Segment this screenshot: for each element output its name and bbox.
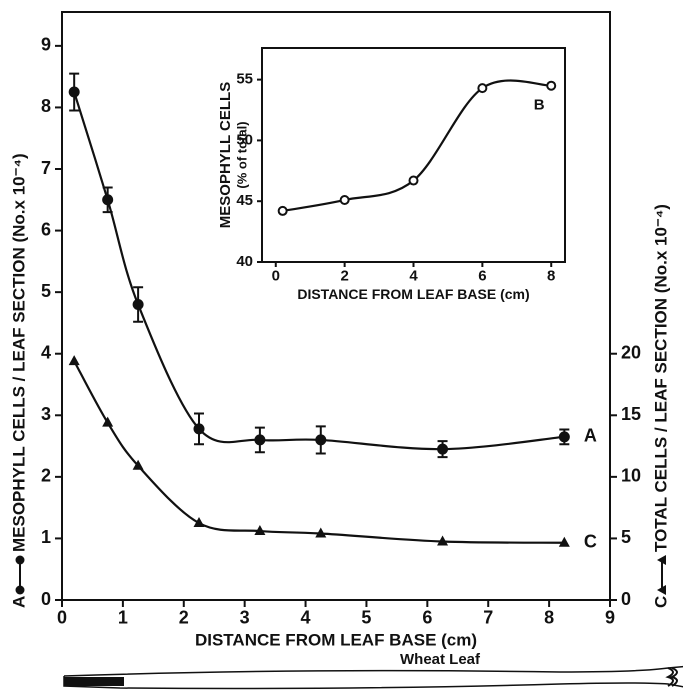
series-name: A	[584, 426, 597, 446]
point-marker	[437, 443, 449, 455]
x-tick-label: 5	[361, 607, 371, 627]
series-line	[282, 79, 552, 213]
x-tick-label: 4	[409, 268, 418, 285]
legend-marker	[657, 555, 666, 565]
y-tick-label: 7	[41, 158, 51, 178]
y-tick-label: 4	[41, 342, 51, 362]
y-tick-label: 9	[41, 35, 51, 55]
triangle-marker	[132, 459, 144, 470]
triangle-marker	[315, 527, 327, 538]
series-name: C	[584, 531, 597, 551]
x-tick-label: 0	[272, 268, 280, 285]
triangle-marker	[193, 517, 205, 528]
y-tick-label: 50	[236, 131, 253, 148]
y-tick-label: 55	[236, 71, 253, 88]
point-marker	[339, 194, 350, 205]
y-tick-label: 3	[41, 404, 51, 424]
leaf-label: Wheat Leaf	[400, 651, 481, 668]
point-marker	[254, 434, 266, 446]
legend-marker	[657, 585, 666, 595]
y2-axis-label: TOTAL CELLS / LEAF SECTION (No.x 10⁻⁴)	[651, 204, 670, 552]
legend-name: A	[9, 596, 28, 608]
y2-axis-label-group: C TOTAL CELLS / LEAF SECTION (No.x 10⁻⁴)	[651, 204, 670, 608]
triangle-marker	[68, 355, 80, 366]
x-tick-label: 8	[547, 268, 555, 285]
y-axis-label: MESOPHYLL CELLS / LEAF SECTION (No.x 10⁻…	[9, 153, 28, 552]
point-marker	[315, 434, 327, 446]
x-tick-label: 6	[422, 607, 432, 627]
triangle-marker	[558, 536, 570, 547]
point-marker	[558, 431, 570, 443]
legend-marker	[15, 555, 25, 565]
point-marker	[408, 175, 419, 186]
y-axis-label: (% of total)	[234, 121, 249, 188]
point-marker	[477, 83, 488, 94]
x-tick-label: 0	[57, 607, 67, 627]
x-tick-label: 7	[483, 607, 493, 627]
y-tick-label: 0	[41, 589, 51, 609]
series-line	[73, 91, 565, 451]
y-tick-label: 8	[41, 96, 51, 116]
triangle-marker	[254, 525, 266, 536]
x-tick-label: 6	[478, 268, 486, 285]
y-tick-label: 1	[41, 527, 51, 547]
inset-y-label-group: MESOPHYLL CELLS (% of total)	[217, 82, 249, 228]
y-tick-label: 6	[41, 219, 51, 239]
leaf-drawing	[63, 665, 683, 690]
y-axis-label-group: A MESOPHYLL CELLS / LEAF SECTION (No.x 10…	[9, 153, 28, 608]
y-tick-label: 40	[236, 253, 253, 270]
point-marker	[68, 86, 80, 98]
y2-tick-label: 20	[621, 342, 641, 362]
x-tick-label: 8	[544, 607, 554, 627]
x-tick-label: 9	[605, 607, 615, 627]
y2-tick-label: 15	[621, 404, 641, 424]
series-line	[73, 360, 565, 544]
x-axis-label: DISTANCE FROM LEAF BASE (cm)	[297, 286, 529, 302]
y2-tick-label: 10	[621, 466, 641, 486]
y2-tick-label: 5	[621, 527, 631, 547]
y2-tick-label: 0	[621, 589, 631, 609]
point-marker	[193, 423, 205, 435]
y-tick-label: 2	[41, 466, 51, 486]
triangle-marker	[437, 535, 449, 546]
y-tick-label: 5	[41, 281, 51, 301]
series-name: B	[534, 97, 545, 114]
point-marker	[277, 205, 288, 216]
plot-frame	[61, 11, 611, 601]
y-axis-label: MESOPHYLL CELLS	[217, 82, 234, 228]
x-tick-label: 2	[179, 607, 189, 627]
x-tick-label: 3	[240, 607, 250, 627]
y-tick-label: 45	[236, 192, 253, 209]
point-marker	[132, 298, 144, 310]
legend-name: C	[651, 596, 670, 608]
x-tick-label: 2	[340, 268, 348, 285]
point-marker	[546, 80, 557, 91]
point-marker	[102, 194, 114, 206]
x-tick-label: 4	[301, 607, 311, 627]
legend-marker	[15, 585, 25, 595]
x-axis-label: DISTANCE FROM LEAF BASE (cm)	[195, 631, 477, 650]
x-tick-label: 1	[118, 607, 128, 627]
triangle-marker	[102, 416, 114, 427]
